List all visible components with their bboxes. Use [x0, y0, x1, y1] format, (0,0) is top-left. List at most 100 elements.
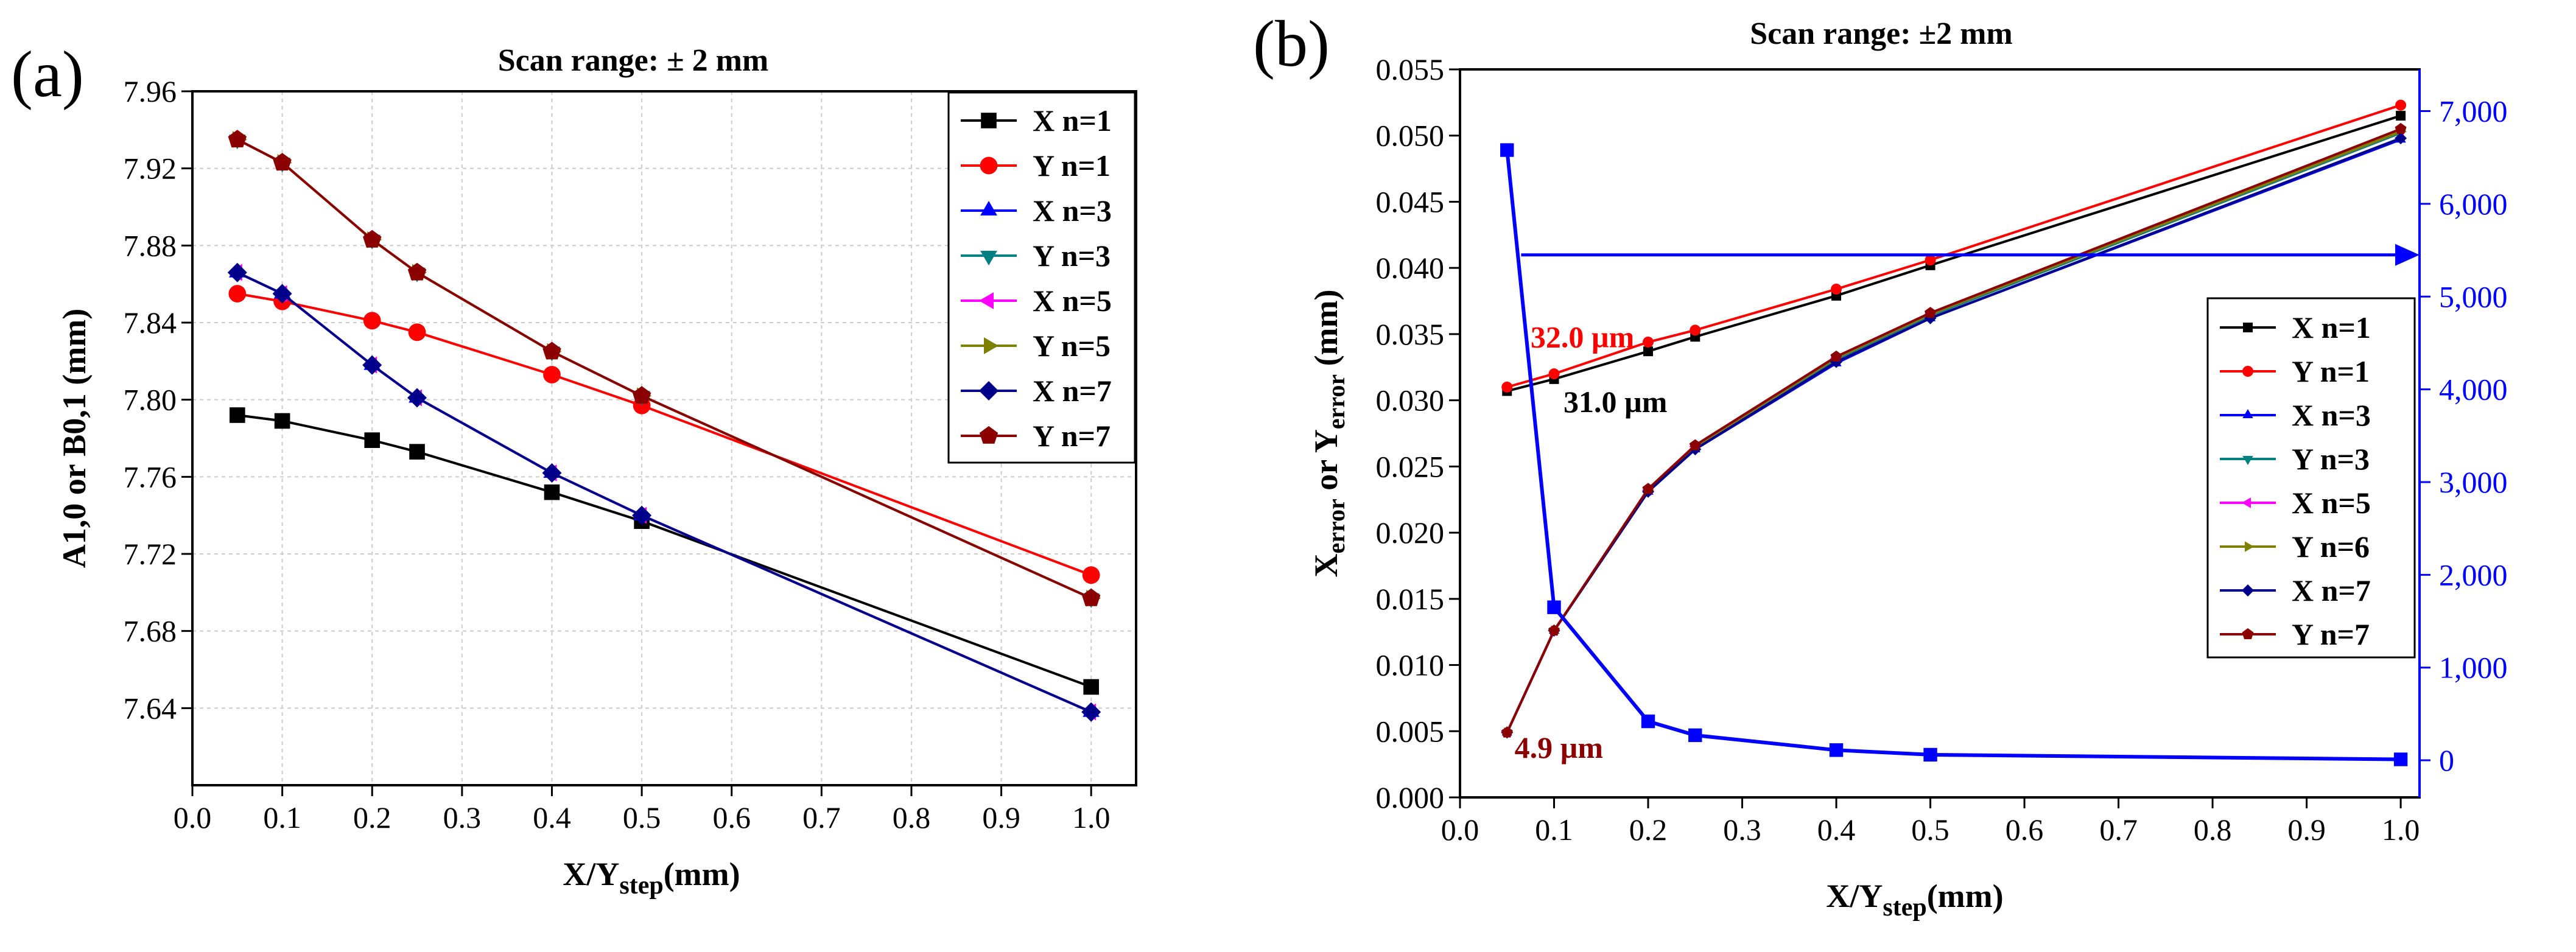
panel-b-y2-tick-label-2: 2,000 [2439, 558, 2508, 592]
panel-a-x-ticks: 0.0 0.1 0.2 0.3 0.4 0.5 0.6 0.7 0.8 0.9 1.0 [174, 785, 1110, 835]
panel-b-legend: X n=1 Y n=1 X n=3 Y n=3 X n=5 Y n=6 X n=7 Y n=7 [2206, 297, 2416, 659]
panel-a-x-tick-label-4: 0.4 [533, 800, 571, 835]
panel-b-y-tick-label-6: 0.030 [1376, 383, 1445, 418]
panel-b-x-tick-label-7: 0.7 [2099, 813, 2138, 847]
panel-a-legend-label-1: Y n=1 [1033, 149, 1111, 183]
panel-b-series-7-point-0 [1501, 726, 1513, 738]
panel-b-y-tick-label-8: 0.040 [1376, 251, 1445, 285]
panel-b-legend-label-6: X n=7 [2292, 573, 2371, 607]
panel-a-x-tick-label-5: 0.5 [623, 800, 661, 835]
panel-b-y-label-x-sub: error [1322, 499, 1350, 553]
panel-a-y-tick-label-1: 7.68 [124, 614, 177, 648]
panel-b-series-7-point-1 [1548, 625, 1560, 636]
panel-a-series-7-point-4 [542, 341, 561, 360]
panel-a-legend-marker-0 [981, 113, 997, 128]
panel-b-series-1-point-5 [1925, 254, 1936, 266]
panel-a-y-tick-label-2: 7.72 [124, 537, 177, 571]
panel-b-x-tick-label-8: 0.8 [2194, 813, 2232, 847]
panel-b-y2-tick-label-1: 1,000 [2439, 651, 2508, 685]
panel-b-x-label-unit: (mm) [1927, 878, 2004, 914]
panel-b-secondary-point-1 [1547, 600, 1561, 614]
panel-a-series-7-point-1 [273, 153, 292, 171]
panel-a-series-6-point-0 [227, 262, 247, 282]
panel-b-y-tick-label-5: 0.025 [1376, 449, 1445, 483]
panel-b-legend-label-1: Y n=1 [2292, 354, 2370, 388]
panel-a-series-6-point-4 [542, 463, 562, 483]
panel-b-secondary-series [1500, 143, 2408, 766]
panel-b-legend-marker-5 [2245, 541, 2254, 552]
panel-a-legend-label-2: X n=3 [1033, 194, 1112, 228]
panel-b-x-tick-label-3: 0.3 [1723, 813, 1761, 847]
panel-a-y-tick-label-4: 7.80 [124, 383, 177, 417]
panel-a-legend-box [947, 91, 1136, 464]
panel-b-series [1501, 99, 2407, 739]
panel-a-legend: X n=1 Y n=1 X n=3 Y n=3 X n=5 Y n=5 X n=7 Y n=7 [947, 91, 1136, 464]
panel-b-x-tick-label-2: 0.2 [1629, 813, 1668, 847]
panel-b-y-label-unit: (mm) [1308, 289, 1344, 374]
panel-a-legend-marker-6 [979, 381, 998, 401]
panel-b-x-tick-label-0: 0.0 [1441, 813, 1479, 847]
panel-a-y-tick-label-5: 7.84 [124, 306, 177, 340]
panel-a-x-label-unit: (mm) [664, 856, 740, 892]
panel-b-y-tick-label-3: 0.015 [1376, 582, 1445, 616]
panel-a-series-1-point-6 [1082, 566, 1100, 584]
panel-a-x-tick-label-0: 0.0 [174, 800, 212, 835]
panel-b-y-tick-label-1: 0.005 [1376, 714, 1445, 748]
panel-b-annotations: 32.0 µm 31.0 µm 4.9 µm [1515, 320, 1668, 765]
panel-b-legend-marker-7 [2242, 628, 2254, 640]
panel-b-x-tick-label-1: 0.1 [1535, 813, 1573, 847]
panel-b-title: Scan range: ±2 mm [1750, 16, 2013, 51]
panel-b-x-tick-label-9: 0.9 [2287, 813, 2326, 847]
panel-b-annotation-1: 31.0 µm [1563, 385, 1667, 419]
panel-a-series-6-point-6 [1081, 702, 1101, 722]
panel-a-x-label-sub: step [619, 872, 663, 900]
panel-b-series-6-point-6 [2395, 132, 2407, 145]
panel-b-x-ticks: 0.0 0.1 0.2 0.3 0.4 0.5 0.6 0.7 0.8 0.9 1.0 [1441, 797, 2420, 847]
panel-a-series-1-point-2 [363, 312, 381, 330]
panel-a-legend-label-3: Y n=3 [1033, 239, 1111, 273]
panel-b-secondary-point-4 [1829, 743, 1844, 757]
panel-a-legend-label-0: X n=1 [1033, 103, 1112, 138]
panel-b-series-1-point-4 [1831, 283, 1842, 295]
panel-b-series-1-point-2 [1643, 336, 1654, 348]
panel-b-annotation-0: 32.0 µm [1531, 320, 1634, 354]
panel-b-y-axis-label: Xerror or Yerror (mm) [1308, 289, 1350, 577]
panel-a-x-label-main: X/Y [563, 856, 619, 892]
panel-a-series-6-point-1 [272, 284, 292, 304]
panel-b-y-ticks: 0.000 0.005 0.010 0.015 0.020 0.025 0.030 0.035… [1376, 52, 1460, 814]
panel-b: (b) Scan range: ±2 mm 0.0 0.1 0.2 0.3 0.4 0.5… [1253, 8, 2508, 922]
panel-b-y2-tick-label-6: 6,000 [2439, 187, 2508, 221]
panel-b-secondary-point-6 [2393, 752, 2408, 766]
panel-a-series-1-point-0 [228, 285, 247, 303]
panel-a-series-7-point-0 [228, 130, 247, 148]
panel-a-series-0-point-1 [274, 413, 290, 429]
panel-b-series-1-point-6 [2395, 99, 2407, 111]
panel-a-series-0-point-3 [409, 444, 425, 460]
panel-b-legend-marker-0 [2243, 323, 2253, 332]
panel-b-y2-tick-label-5: 5,000 [2439, 279, 2508, 313]
panel-b-legend-marker-1 [2242, 366, 2253, 377]
panel-a-x-tick-label-7: 0.7 [802, 800, 841, 835]
panel-b-legend-label-0: X n=1 [2292, 310, 2371, 345]
panel-b-legend-label-5: Y n=6 [2292, 530, 2370, 564]
panel-b-y2-tick-label-4: 4,000 [2439, 373, 2508, 407]
panel-b-annotation-2: 4.9 µm [1515, 730, 1603, 765]
panel-a-legend-marker-4 [979, 292, 994, 309]
panel-a-y-axis-label: A1,0 or B0,1 (mm) [56, 309, 93, 568]
panel-b-y-label-x: X [1308, 554, 1344, 578]
panel-a-x-axis-label: X/Ystep(mm) [563, 856, 740, 900]
panel-a-legend-label-6: X n=7 [1033, 374, 1112, 408]
panel-b-y2-tick-label-0: 0 [2439, 743, 2454, 777]
panel-a-legend-marker-2 [980, 201, 997, 215]
panel-b-y-label-y: Y [1308, 429, 1344, 453]
panel-a-series-0-point-0 [230, 407, 245, 423]
panel-a-legend-label-7: Y n=7 [1033, 419, 1111, 453]
panel-a: (a) Scan range: ± 2 mm 0.0 0.1 0.2 0.3 0.4 0.… [11, 38, 1137, 900]
panel-a-series-7-point-2 [363, 229, 382, 248]
panel-b-legend-label-7: Y n=7 [2292, 617, 2370, 651]
panel-a-series-0-point-6 [1083, 679, 1099, 695]
panel-b-secondary-point-0 [1500, 143, 1514, 157]
panel-b-y-tick-label-10: 0.050 [1376, 119, 1445, 153]
